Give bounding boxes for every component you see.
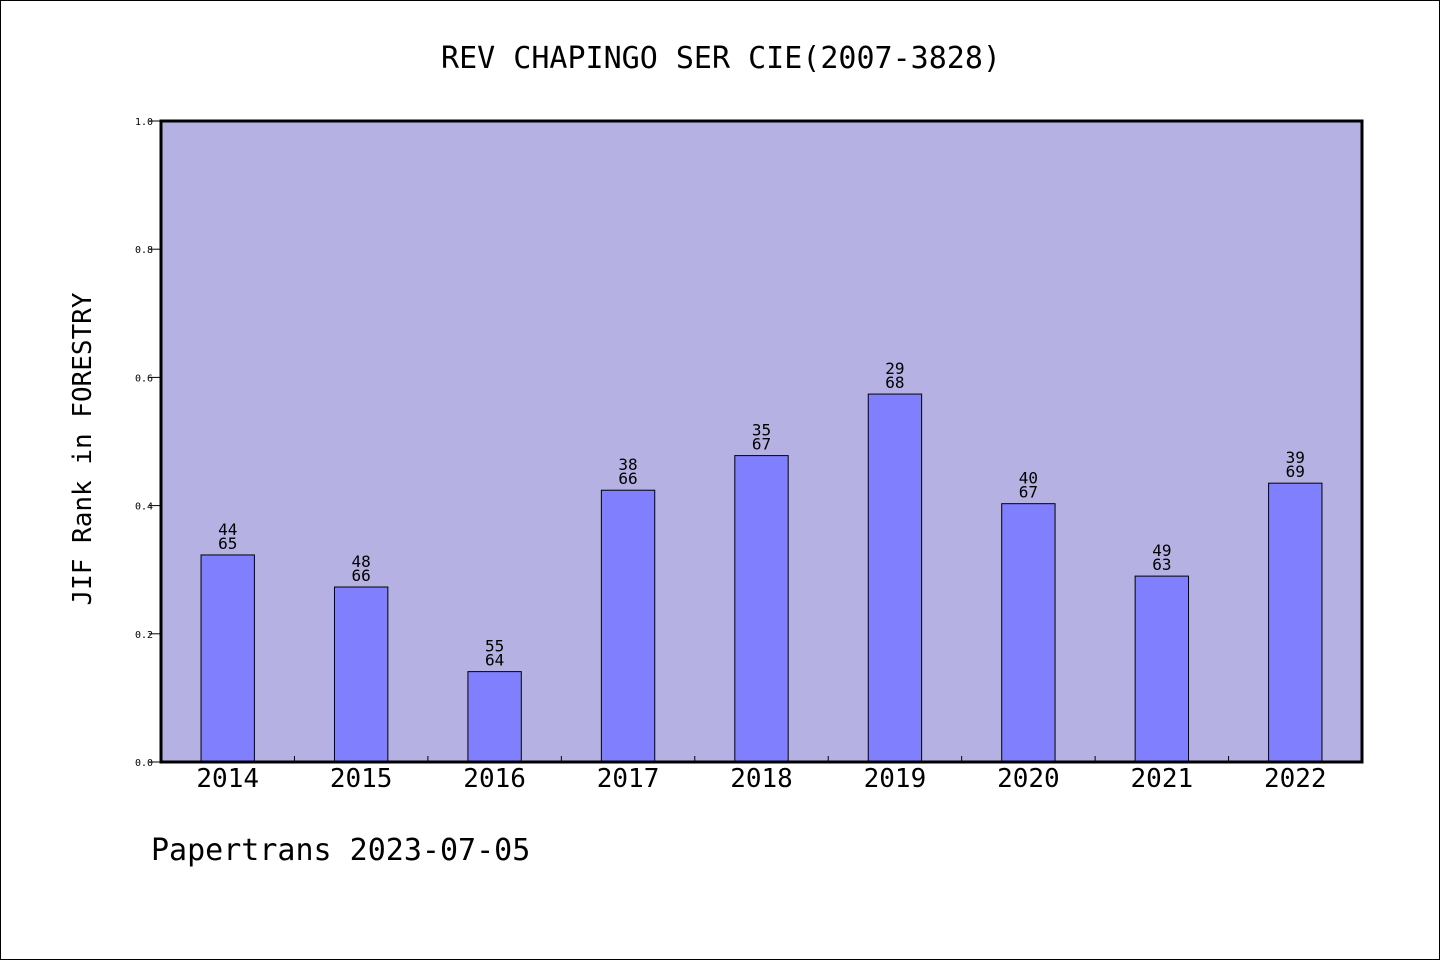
- chart-title: REV CHAPINGO SER CIE(2007-3828): [441, 41, 1001, 76]
- x-tick-label: 2014: [196, 764, 259, 794]
- plot-border: [159, 119, 1364, 764]
- bar-2014: [200, 554, 255, 763]
- y-tick-label: 0.6: [135, 373, 153, 384]
- x-tick-label: 2017: [597, 764, 660, 794]
- x-tick-label: 2022: [1264, 764, 1327, 794]
- x-tick-label: 2019: [864, 764, 927, 794]
- x-tick-label: 2020: [997, 764, 1060, 794]
- bar-2019: [867, 393, 923, 763]
- y-tick-label: 0.4: [135, 502, 153, 513]
- bar-label-rank: 38: [618, 455, 637, 474]
- x-tick-label: 2018: [730, 764, 793, 794]
- bar-2018: [734, 455, 789, 763]
- y-axis: 0.0 0.2 0.4 0.6 0.8 1.0: [135, 117, 161, 769]
- x-tick-label: 2016: [463, 764, 526, 794]
- bar-label-rank: 55: [485, 637, 504, 656]
- bar-label-rank: 29: [885, 359, 904, 378]
- x-tick-label: 2021: [1131, 764, 1194, 794]
- y-tick-label: 0.2: [135, 630, 153, 641]
- bar-label-rank: 44: [218, 520, 237, 539]
- bar-label-total: 65: [218, 534, 237, 553]
- bar-label-total: 69: [1286, 462, 1305, 481]
- bar-2017: [600, 489, 656, 763]
- y-tick-label: 1.0: [135, 117, 153, 128]
- bar-2021: [1134, 575, 1190, 763]
- bar-label-total: 68: [885, 373, 904, 392]
- bar-2022: [1268, 482, 1323, 763]
- bar-label-rank: 48: [352, 552, 371, 571]
- bars: [200, 393, 1323, 763]
- y-tick-label: 0.0: [135, 758, 153, 769]
- footer-credit: Papertrans 2023-07-05: [151, 833, 531, 868]
- bar-2015: [333, 586, 389, 763]
- bar-label-rank: 35: [752, 421, 771, 440]
- bar-label-rank: 39: [1286, 448, 1305, 467]
- x-axis: 2014 2015 2016 2017 2018 2019 2020 2021 2022: [196, 756, 1327, 794]
- y-axis-label: JIF Rank in FORESTRY: [68, 292, 98, 605]
- bar-label-total: 67: [752, 435, 771, 454]
- bar-2016: [467, 671, 522, 763]
- bar-label-rank: 40: [1019, 469, 1038, 488]
- bar-2020: [1001, 503, 1056, 763]
- bar-label-rank: 49: [1152, 541, 1171, 560]
- y-tick-label: 0.8: [135, 245, 153, 256]
- bar-label-total: 66: [618, 469, 637, 488]
- bar-label-total: 66: [352, 566, 371, 585]
- bar-label-total: 64: [485, 651, 504, 670]
- bar-label-total: 63: [1152, 555, 1171, 574]
- bar-label-total: 67: [1019, 483, 1038, 502]
- x-tick-label: 2015: [330, 764, 393, 794]
